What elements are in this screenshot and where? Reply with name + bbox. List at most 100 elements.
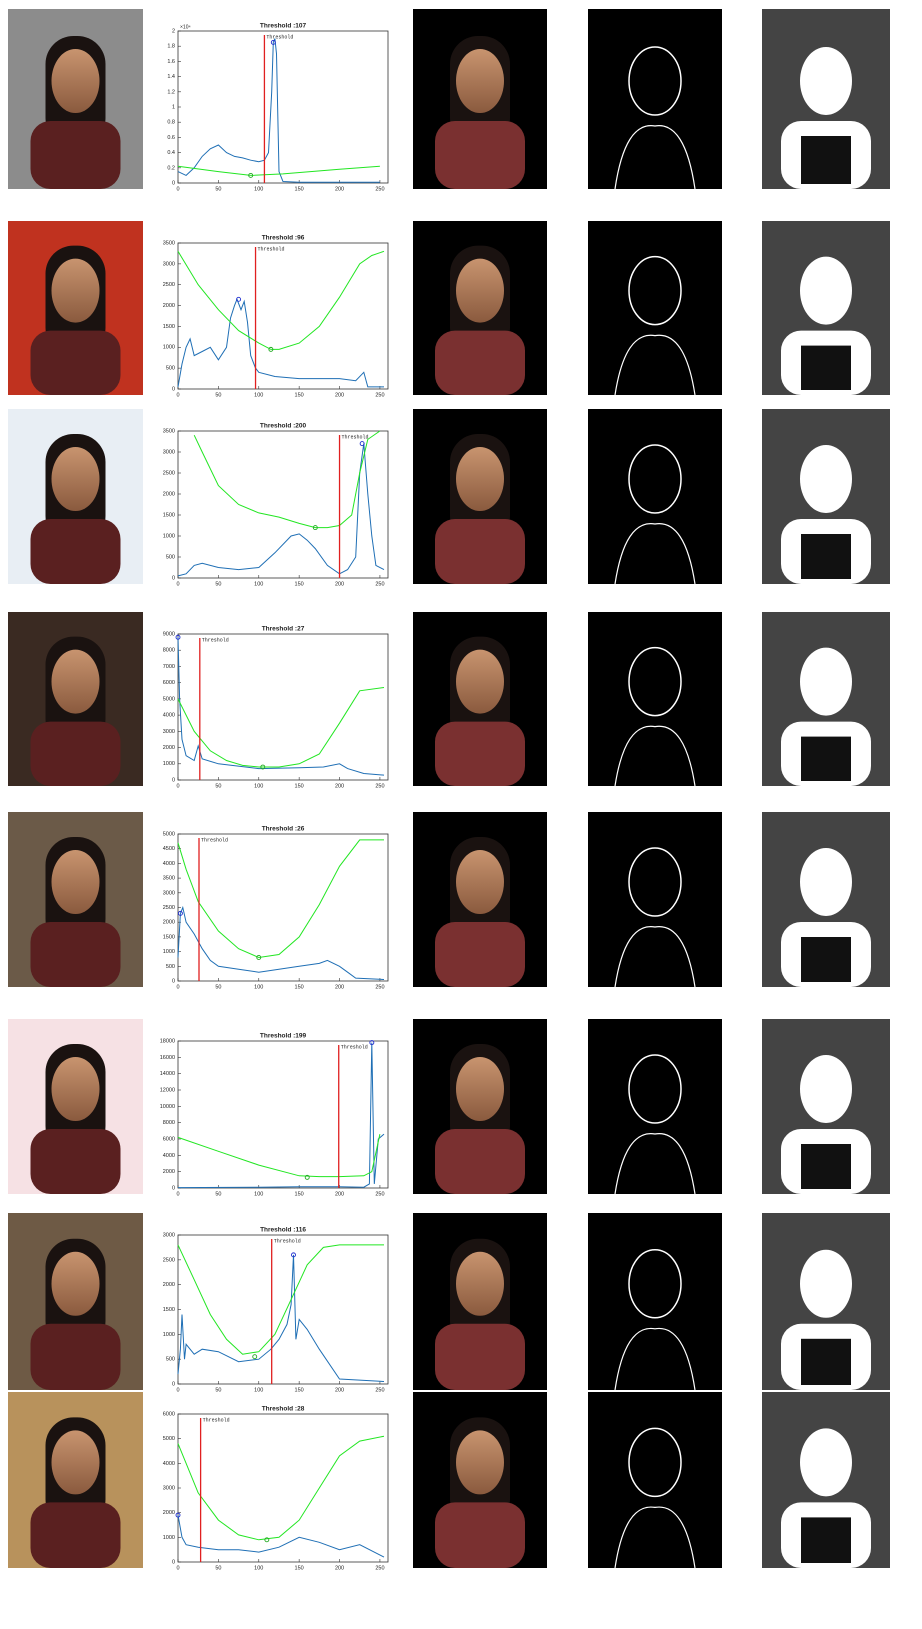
- image-panel: [588, 9, 722, 189]
- y-tick-label: 3000: [163, 1232, 175, 1238]
- image-body: [31, 1324, 121, 1390]
- threshold-annotation: Threshold: [202, 637, 229, 643]
- y-tick-label: 0.8: [167, 120, 175, 126]
- y-tick-label: 1500: [163, 324, 175, 330]
- x-tick-label: 250: [375, 392, 384, 398]
- threshold-annotation: Threshold: [258, 246, 285, 252]
- y-tick-label: 1000: [163, 1535, 175, 1541]
- y-scale-label: ×10⁴: [180, 24, 191, 30]
- x-tick-label: 50: [215, 392, 221, 398]
- threshold-annotation: Threshold: [201, 837, 228, 843]
- chart-title: Threshold :27: [262, 626, 305, 633]
- y-tick-label: 2: [172, 28, 175, 34]
- x-tick-label: 200: [335, 783, 344, 789]
- y-tick-label: 0: [172, 1185, 175, 1191]
- image-binary-face: [800, 445, 852, 513]
- chart-title: Threshold :26: [262, 826, 305, 833]
- x-tick-label: 200: [335, 186, 344, 192]
- axes-box: [178, 243, 388, 389]
- y-tick-label: 2000: [163, 491, 175, 497]
- x-tick-label: 100: [254, 1387, 263, 1393]
- y-tick-label: 2000: [163, 745, 175, 751]
- image-binary-face: [800, 648, 852, 716]
- figure: Threshold :107×10⁴05010015020025000.20.4…: [0, 0, 922, 1624]
- x-tick-label: 50: [215, 1387, 221, 1393]
- image-body: [31, 722, 121, 786]
- image-binary-face: [800, 848, 852, 916]
- image-binary-shirt: [801, 534, 851, 579]
- x-tick-label: 250: [375, 1387, 384, 1393]
- chart-title: Threshold :199: [260, 1033, 307, 1040]
- x-tick-label: 50: [215, 581, 221, 587]
- image-panel: [588, 1392, 722, 1568]
- y-tick-label: 6000: [163, 1136, 175, 1142]
- axes-box: [178, 31, 388, 183]
- x-tick-label: 200: [335, 1387, 344, 1393]
- y-tick-label: 9000: [163, 631, 175, 637]
- image-face: [52, 1430, 100, 1494]
- x-tick-label: 150: [295, 1387, 304, 1393]
- image-body: [435, 519, 525, 584]
- page: Threshold :107×10⁴05010015020025000.20.4…: [0, 0, 922, 1624]
- y-tick-label: 16000: [160, 1055, 175, 1061]
- image-body: [435, 1502, 525, 1568]
- image-binary-shirt: [801, 136, 851, 184]
- x-tick-label: 200: [335, 581, 344, 587]
- y-tick-label: 4000: [163, 1461, 175, 1467]
- x-tick-label: 250: [375, 186, 384, 192]
- y-tick-label: 4000: [163, 713, 175, 719]
- y-tick-label: 3000: [163, 890, 175, 896]
- x-tick-label: 150: [295, 984, 304, 990]
- y-tick-label: 8000: [163, 1120, 175, 1126]
- y-tick-label: 2500: [163, 1257, 175, 1263]
- image-panel: [588, 1213, 722, 1390]
- x-tick-label: 0: [176, 1387, 179, 1393]
- y-tick-label: 3500: [163, 240, 175, 246]
- x-tick-label: 250: [375, 1191, 384, 1197]
- y-tick-label: 0: [172, 1559, 175, 1565]
- y-tick-label: 4000: [163, 1153, 175, 1159]
- x-tick-label: 250: [375, 984, 384, 990]
- x-tick-label: 150: [295, 1565, 304, 1571]
- image-body: [31, 331, 121, 395]
- image-panel: [588, 612, 722, 786]
- y-tick-label: 2500: [163, 905, 175, 911]
- y-tick-label: 0.2: [167, 165, 175, 171]
- image-body: [435, 1324, 525, 1390]
- image-panel: [588, 812, 722, 987]
- image-face: [456, 447, 504, 511]
- y-tick-label: 1000: [163, 949, 175, 955]
- x-tick-label: 100: [254, 1191, 263, 1197]
- x-tick-label: 250: [375, 1565, 384, 1571]
- y-tick-label: 0.4: [167, 150, 175, 156]
- axes-box: [178, 1041, 388, 1188]
- chart-title: Threshold :96: [262, 235, 305, 242]
- x-tick-label: 50: [215, 984, 221, 990]
- y-tick-label: 0.6: [167, 135, 175, 141]
- y-tick-label: 3000: [163, 261, 175, 267]
- y-tick-label: 14000: [160, 1071, 175, 1077]
- y-tick-label: 1.2: [167, 89, 175, 95]
- image-panel: [588, 221, 722, 395]
- x-tick-label: 200: [335, 1565, 344, 1571]
- x-tick-label: 100: [254, 984, 263, 990]
- x-tick-label: 250: [375, 783, 384, 789]
- image-body: [31, 1502, 121, 1568]
- image-face: [52, 447, 100, 511]
- axes-box: [178, 1414, 388, 1562]
- image-face: [456, 1430, 504, 1494]
- x-tick-label: 150: [295, 392, 304, 398]
- chart-title: Threshold :200: [260, 423, 307, 430]
- y-tick-label: 1000: [163, 533, 175, 539]
- image-face: [456, 850, 504, 914]
- image-binary-face: [800, 1055, 852, 1123]
- y-tick-label: 3500: [163, 876, 175, 882]
- image-face: [52, 259, 100, 323]
- x-tick-label: 150: [295, 783, 304, 789]
- image-binary-face: [800, 1250, 852, 1318]
- image-body: [31, 121, 121, 189]
- threshold-annotation: Threshold: [266, 34, 293, 40]
- y-tick-label: 500: [166, 1357, 175, 1363]
- y-tick-label: 1000: [163, 345, 175, 351]
- x-tick-label: 150: [295, 1191, 304, 1197]
